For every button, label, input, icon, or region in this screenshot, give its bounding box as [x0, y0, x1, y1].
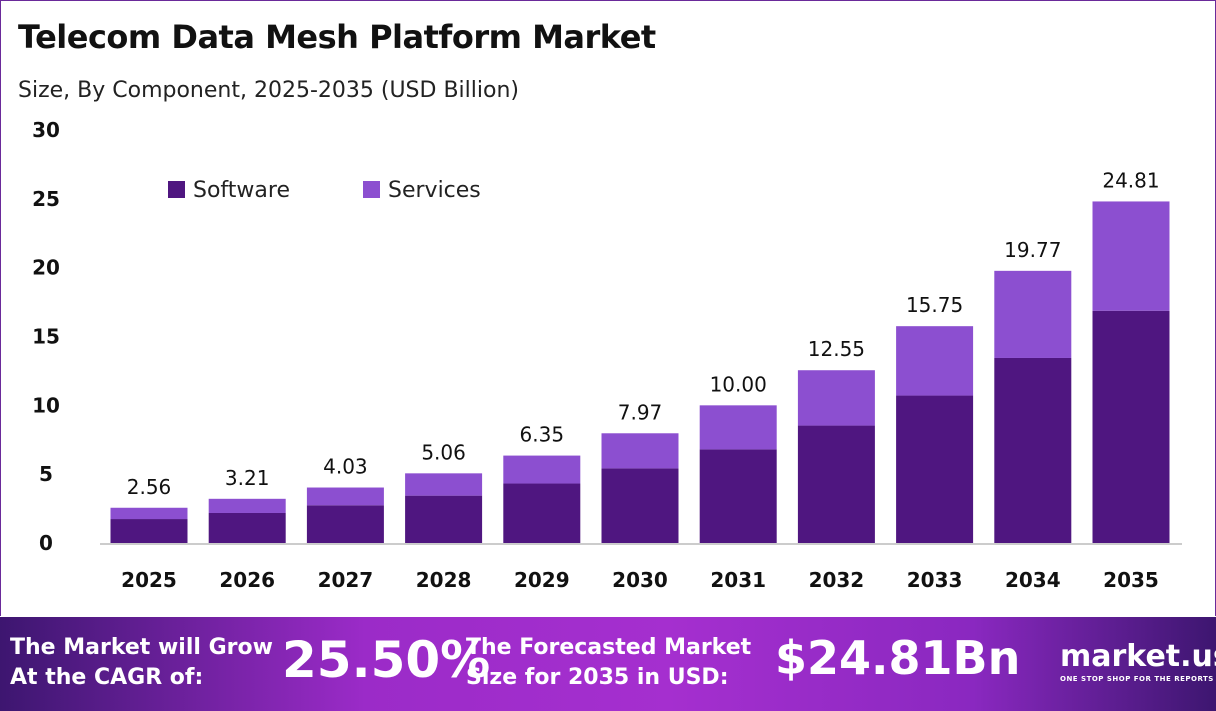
x-tick-label: 2025 [121, 568, 177, 592]
bar-services-2025 [110, 507, 188, 520]
cagr-label-line1: The Market will Grow [10, 635, 273, 660]
x-tick-label: 2029 [514, 568, 570, 592]
legend-label: Services [388, 178, 481, 203]
bar-services-2026 [208, 498, 286, 513]
chart-title: Telecom Data Mesh Platform Market [18, 18, 656, 56]
bar-services-2027 [306, 487, 384, 506]
bar-software-2026 [208, 512, 286, 543]
bar-software-2025 [110, 519, 188, 543]
y-tick-label: 20 [32, 256, 60, 280]
bar-services-2033 [896, 326, 974, 396]
bar-software-2031 [699, 449, 777, 543]
bar-software-2028 [405, 495, 483, 543]
total-label: 4.03 [323, 455, 368, 479]
legend-label: Software [193, 178, 290, 203]
bar-software-2027 [306, 505, 384, 543]
bar-services-2032 [797, 370, 875, 426]
bar-services-2034 [994, 270, 1072, 358]
total-label: 12.55 [808, 337, 865, 361]
total-label: 2.56 [127, 475, 172, 499]
y-tick-label: 25 [32, 187, 60, 211]
bar-software-2035 [1092, 310, 1170, 543]
logo-tagline: ONE STOP SHOP FOR THE REPORTS [1060, 675, 1214, 683]
x-tick-label: 2031 [710, 568, 766, 592]
footer-banner: The Market will Grow At the CAGR of: 25.5… [0, 617, 1216, 711]
bar-services-2029 [503, 455, 581, 484]
y-tick-label: 0 [39, 531, 53, 555]
total-label: 15.75 [906, 293, 963, 317]
x-tick-label: 2027 [318, 568, 374, 592]
y-tick-label: 10 [32, 393, 60, 417]
forecast-value: $24.81Bn [775, 631, 1021, 685]
logo: market.us [1060, 639, 1216, 674]
x-tick-label: 2030 [612, 568, 668, 592]
bar-software-2029 [503, 483, 581, 543]
x-tick-label: 2026 [219, 568, 275, 592]
bar-software-2032 [797, 425, 875, 543]
total-label: 3.21 [225, 466, 270, 490]
total-label: 19.77 [1004, 238, 1061, 262]
x-tick-label: 2034 [1005, 568, 1061, 592]
forecast-label: The Forecasted Market Size for 2035 in US… [466, 633, 751, 693]
total-label: 5.06 [421, 440, 466, 464]
y-tick-label: 30 [32, 118, 60, 142]
bar-services-2035 [1092, 201, 1170, 311]
bar-software-2030 [601, 468, 679, 543]
cagr-label-line2: At the CAGR of: [10, 665, 204, 690]
bar-services-2030 [601, 433, 679, 469]
total-label: 6.35 [520, 423, 565, 447]
total-label: 10.00 [710, 372, 767, 396]
cagr-value: 25.50% [282, 631, 491, 689]
cagr-label: The Market will Grow At the CAGR of: [10, 633, 273, 693]
legend-swatch-services [363, 181, 380, 198]
total-label: 7.97 [618, 400, 663, 424]
x-tick-label: 2028 [416, 568, 472, 592]
bar-chart: 0510152025302.5620253.2120264.0320275.06… [32, 118, 1182, 592]
bar-software-2033 [896, 395, 974, 543]
bar-software-2034 [994, 357, 1072, 543]
x-tick-label: 2035 [1103, 568, 1159, 592]
x-tick-label: 2032 [809, 568, 865, 592]
total-label: 24.81 [1102, 168, 1159, 192]
forecast-label-line1: The Forecasted Market [466, 635, 752, 660]
x-tick-label: 2033 [907, 568, 963, 592]
bar-services-2031 [699, 405, 777, 450]
forecast-label-line2: Size for 2035 in USD: [466, 665, 729, 690]
y-tick-label: 15 [32, 325, 60, 349]
legend-swatch-software [168, 181, 185, 198]
bar-services-2028 [405, 473, 483, 496]
y-tick-label: 5 [39, 462, 53, 486]
chart-subtitle: Size, By Component, 2025-2035 (USD Billi… [18, 78, 519, 103]
